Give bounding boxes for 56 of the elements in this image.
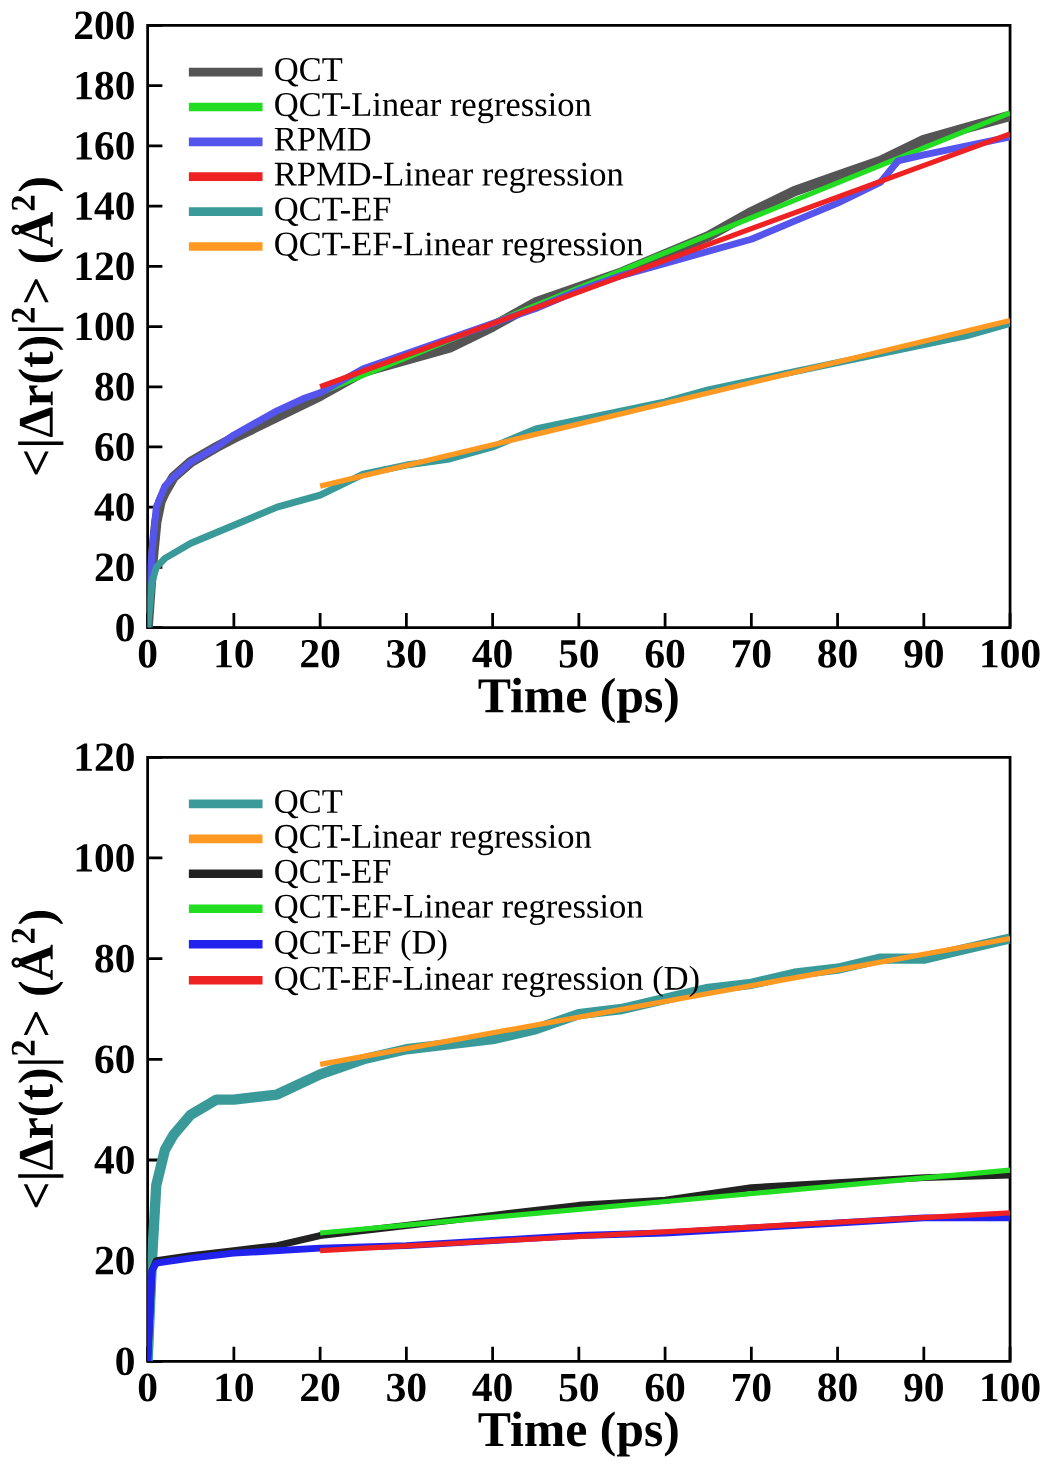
x-tick-label: 50 xyxy=(560,1373,599,1402)
x-tick-label: 90 xyxy=(904,639,944,668)
y-axis-title: <|Δr(t)|$^{2}$> (Å$^{2}$) xyxy=(11,911,64,1208)
x-tick-label: 40 xyxy=(472,639,512,668)
x-tick-label: 70 xyxy=(733,1373,771,1402)
x-tick-label: 80 xyxy=(818,639,857,668)
x-tick-label: 50 xyxy=(560,639,599,668)
y-axis-title: <|Δr(t)|$^{2}$> (Å$^{2}$) xyxy=(11,178,64,475)
y-tick-label: 40 xyxy=(94,1146,135,1174)
legend-label: QCT xyxy=(275,789,343,819)
y-tick-label: 140 xyxy=(76,192,135,221)
y-tick-label: 200 xyxy=(75,11,135,40)
x-tick-label: 90 xyxy=(904,1373,944,1402)
y-tick-label: 20 xyxy=(95,553,135,582)
legend-label: RPMD-Linear regression xyxy=(274,162,624,193)
x-tick-label: 20 xyxy=(301,1373,340,1402)
legend-label: QCT-EF-Linear regression (D) xyxy=(275,965,699,998)
y-tick-label: 100 xyxy=(76,312,135,341)
y-tick-label: 0 xyxy=(116,1347,135,1376)
legend-label: QCT-EF xyxy=(275,859,391,889)
y-tick-label: 60 xyxy=(95,1045,135,1074)
x-tick-label: 60 xyxy=(645,1373,685,1402)
y-tick-label: 100 xyxy=(76,843,135,872)
legend-label: QCT-Linear regression xyxy=(275,824,592,856)
y-tick-label: 80 xyxy=(95,944,135,973)
y-tick-label: 120 xyxy=(76,743,135,772)
y-tick-label: 160 xyxy=(76,131,135,160)
y-tick-label: 40 xyxy=(94,493,135,522)
x-tick-label: 30 xyxy=(387,639,426,668)
x-axis-title: Time (ps) xyxy=(478,677,678,723)
x-tick-label: 60 xyxy=(645,639,685,668)
x-tick-label: 30 xyxy=(387,1373,426,1402)
legend-label: QCT-EF-Linear regression xyxy=(275,232,644,263)
y-tick-label: 120 xyxy=(76,252,135,281)
legend-label: QCT-Linear regression xyxy=(275,93,592,124)
legend-label: QCT xyxy=(275,58,343,87)
x-tick-label: 0 xyxy=(139,639,157,668)
x-tick-label: 70 xyxy=(733,639,771,668)
x-tick-label: 0 xyxy=(139,1373,157,1402)
x-tick-label: 10 xyxy=(216,1373,254,1402)
x-tick-label: 100 xyxy=(982,639,1040,668)
x-tick-label: 80 xyxy=(818,1373,857,1402)
x-tick-label: 20 xyxy=(301,639,340,668)
legend-label: QCT-EF-Linear regression xyxy=(275,894,644,926)
y-tick-label: 60 xyxy=(95,432,135,461)
x-tick-label: 100 xyxy=(982,1373,1040,1402)
x-axis-title: Time (ps) xyxy=(478,1411,678,1457)
x-tick-label: 10 xyxy=(216,639,254,668)
y-tick-label: 0 xyxy=(116,613,135,642)
y-tick-label: 180 xyxy=(76,71,135,100)
legend-label: QCT-EF (D) xyxy=(275,929,447,961)
legend-label: QCT-EF xyxy=(275,197,391,226)
y-tick-label: 80 xyxy=(95,372,135,401)
x-tick-label: 40 xyxy=(472,1373,512,1402)
legend-label: RPMD xyxy=(274,127,371,151)
y-tick-label: 20 xyxy=(95,1246,135,1275)
